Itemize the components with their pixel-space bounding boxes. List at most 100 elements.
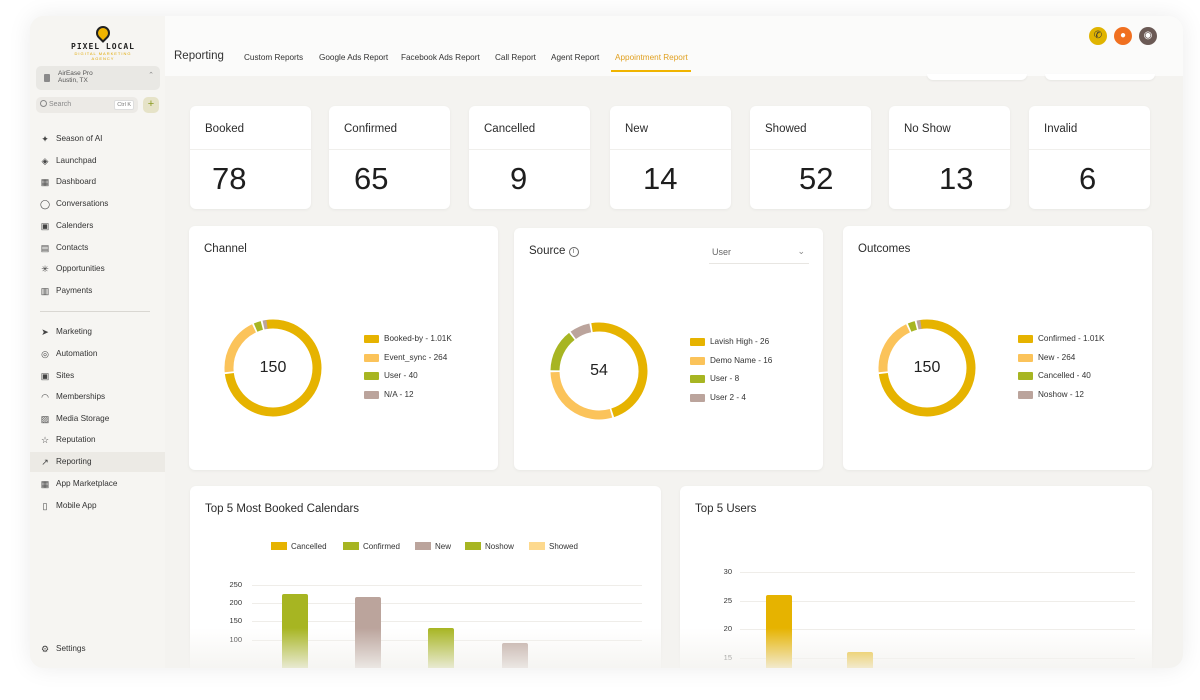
sidebar-item-label: App Marketplace	[56, 479, 118, 488]
tab-appointment-report[interactable]: Appointment Report	[615, 53, 688, 62]
logo[interactable]: PIXEL LOCAL DIGITAL MARKETING AGENCY	[68, 23, 138, 62]
legend-item[interactable]: Event_sync - 264	[364, 353, 452, 372]
gear-icon: ⚙	[40, 644, 50, 654]
sidebar-item-label: Launchpad	[56, 156, 97, 165]
search-input[interactable]: Search Ctrl K	[36, 97, 138, 113]
sidebar-item-mobile-app[interactable]: ▯ Mobile App	[30, 496, 165, 516]
bar-legend-item[interactable]: Showed	[529, 542, 578, 551]
opportunities-icon: ✳	[41, 264, 49, 274]
sidebar-item-reporting[interactable]: ↗ Reporting	[30, 452, 165, 472]
stat-label: Showed	[765, 123, 807, 135]
tab-agent-report[interactable]: Agent Report	[551, 53, 600, 62]
building-icon	[44, 74, 50, 82]
notification-bell-icon[interactable]: ●	[1114, 27, 1132, 45]
tab-facebook-ads-report[interactable]: Facebook Ads Report	[401, 53, 480, 62]
legend-item[interactable]: Booked-by - 1.01K	[364, 334, 452, 353]
legend-item[interactable]: Demo Name - 16	[690, 356, 772, 375]
legend-item[interactable]: Cancelled - 40	[1018, 371, 1104, 390]
search-icon	[40, 100, 47, 107]
search-shortcut: Ctrl K	[114, 100, 134, 110]
tab-google-ads-report[interactable]: Google Ads Report	[319, 53, 389, 62]
sidebar-item-dashboard[interactable]: ▦ Dashboard	[30, 172, 165, 192]
legend-label: Event_sync - 264	[384, 352, 448, 362]
bar-legend-item[interactable]: Cancelled	[271, 542, 327, 551]
donut-slice[interactable]	[262, 319, 268, 330]
info-icon[interactable]: i	[568, 247, 579, 257]
legend-label: Demo Name - 16	[710, 355, 773, 365]
sidebar-item-media-storage[interactable]: ▨ Media Storage	[30, 409, 165, 429]
legend-swatch	[364, 372, 379, 380]
stat-value: 13	[939, 161, 974, 196]
donut-slice[interactable]	[591, 322, 648, 418]
bar-legend-item[interactable]: Noshow	[465, 542, 514, 551]
sidebar-item-label: Season of AI	[56, 134, 103, 143]
stat-label: No Show	[904, 123, 951, 135]
legend-label: New	[435, 542, 452, 551]
sidebar-item-reputation[interactable]: ☆ Reputation	[30, 430, 165, 450]
legend-item[interactable]: User 2 - 4	[690, 393, 772, 412]
donut-slice[interactable]	[570, 323, 592, 340]
legend-swatch	[1018, 353, 1033, 362]
sidebar-item-opportunities[interactable]: ✳ Opportunities	[30, 259, 165, 279]
sidebar-item-payments[interactable]: ▥ Payments	[30, 281, 165, 301]
sidebar-item-memberships[interactable]: ◠ Memberships	[30, 387, 165, 407]
legend-item[interactable]: Confirmed - 1.01K	[1018, 334, 1104, 353]
sidebar-item-contacts[interactable]: ▤ Contacts	[30, 238, 165, 258]
legend-item[interactable]: User - 8	[690, 374, 772, 393]
legend-item[interactable]: Noshow - 12	[1018, 390, 1104, 409]
sidebar-item-settings[interactable]: ⚙ Settings	[30, 639, 165, 659]
legend-label: Showed	[549, 542, 578, 551]
bar-legend-item[interactable]: New	[415, 542, 451, 551]
donut-slice[interactable]	[224, 319, 322, 417]
star-icon: ☆	[40, 435, 50, 445]
donut-center-value: 54	[590, 362, 608, 379]
sidebar-item-label: Reputation	[56, 435, 96, 444]
avatar[interactable]: ◉	[1139, 27, 1157, 45]
donut-slice[interactable]	[878, 324, 911, 373]
legend-item[interactable]: User - 40	[364, 371, 452, 390]
legend-item[interactable]: N/A - 12	[364, 390, 452, 409]
sites-icon: ▣	[40, 371, 50, 381]
legend-item[interactable]: Lavish High - 26	[690, 337, 772, 356]
quick-add-button[interactable]: +	[143, 97, 159, 113]
stat-value: 6	[1079, 161, 1097, 196]
sidebar-item-sites[interactable]: ▣ Sites	[30, 366, 165, 386]
sidebar-item-label: Contacts	[56, 243, 89, 252]
sidebar-item-label: Sites	[56, 371, 75, 380]
source-filter-select[interactable]: User ⌄	[709, 242, 809, 264]
legend-label: User - 40	[384, 371, 418, 380]
stat-label: Invalid	[1044, 123, 1078, 135]
legend-item[interactable]: New - 264	[1018, 353, 1104, 372]
sidebar-item-automation[interactable]: ◎ Automation	[30, 344, 165, 364]
donut-slice[interactable]	[224, 324, 257, 373]
y-tick-label: 200	[229, 598, 242, 608]
stat-label: Cancelled	[484, 123, 536, 135]
legend-swatch	[271, 542, 287, 550]
sidebar-item-marketing[interactable]: ➤ Marketing	[30, 322, 165, 342]
tab-custom-reports[interactable]: Custom Reports	[244, 53, 304, 62]
donut-slice[interactable]	[550, 332, 575, 371]
sidebar-item-label: Payments	[56, 286, 93, 295]
bar-legend-item[interactable]: Confirmed	[343, 542, 400, 551]
tab-call-report[interactable]: Call Report	[495, 53, 536, 62]
donut-slice[interactable]	[253, 321, 264, 332]
source-card: Source i User ⌄ 54 Lavish High - 26 Demo …	[514, 228, 823, 470]
memberships-icon: ◠	[41, 392, 49, 402]
sidebar-item-app-marketplace[interactable]: ▦ App Marketplace	[30, 474, 165, 494]
card-title: Channel	[204, 243, 247, 255]
y-tick-label: 150	[229, 616, 242, 626]
sidebar-item-conversations[interactable]: ◯ Conversations	[30, 194, 165, 214]
channel-card: Channel 150 Booked-by - 1.01K Event_sync …	[189, 226, 498, 470]
account-switcher[interactable]: AirEase Pro Austin, TX ⌃	[36, 66, 160, 90]
sidebar-item-calenders[interactable]: ▣ Calenders	[30, 216, 165, 236]
sidebar-item-launchpad[interactable]: ◈ Launchpad	[30, 151, 165, 171]
donut-slice[interactable]	[907, 321, 918, 332]
donut-slice[interactable]	[550, 371, 613, 420]
sidebar-item-season-of-ai[interactable]: ✦ Season of AI	[30, 129, 165, 149]
phone-icon[interactable]: ✆	[1089, 27, 1107, 45]
y-tick-label: 30	[723, 567, 732, 576]
account-location: Austin, TX	[58, 77, 88, 84]
donut-slice[interactable]	[916, 319, 922, 330]
donut-slice[interactable]	[878, 319, 976, 417]
outcomes-card: Outcomes 150 Confirmed - 1.01K New - 264 C…	[843, 226, 1152, 470]
